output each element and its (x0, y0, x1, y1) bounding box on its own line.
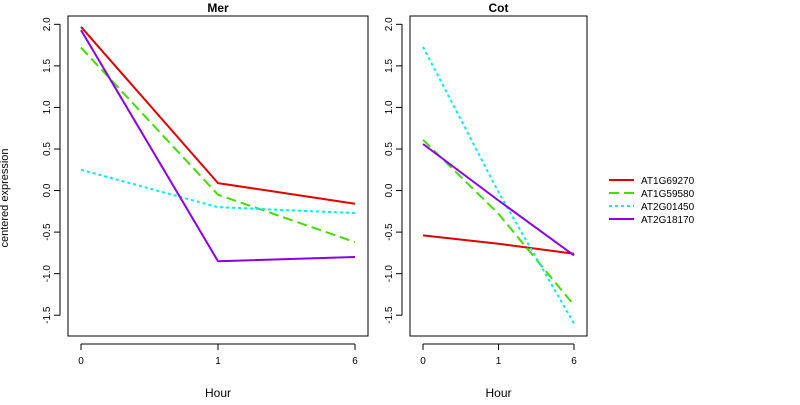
plot-frame (409, 15, 588, 337)
y-tick-label: 0.5 (384, 142, 395, 156)
series-line-at2g01450 (80, 168, 356, 214)
x-axis-label: Hour (485, 386, 511, 400)
y-tick-label: 0.5 (42, 142, 53, 156)
legend-label: AT1G59580 (641, 189, 695, 200)
series-line-at2g18170 (422, 143, 575, 257)
legend-item: AT1G59580 (609, 189, 695, 200)
y-axis: -1.5 -1.0 -0.5 0.0 0.5 1.0 1.5 2.0 (42, 17, 61, 324)
x-tick-label: 0 (420, 356, 426, 367)
panel-title: Mer (207, 1, 229, 15)
y-tick-label: 2.0 (384, 17, 395, 31)
y-axis-label: centered expression (0, 148, 11, 247)
legend-item: AT2G18170 (609, 215, 695, 226)
legend-label: AT2G18170 (641, 215, 695, 226)
y-tick-label: 0.0 (42, 183, 53, 197)
panel-title: Cot (489, 1, 509, 15)
panels-group: Mer-1.5-1.0-0.50.00.51.01.52.00 1 6HourCot… (42, 1, 588, 400)
y-tick-label: 0.0 (384, 183, 395, 197)
series-line-at2g18170 (80, 29, 356, 263)
legend-item: AT1G69270 (609, 176, 695, 187)
x-tick-label: 1 (496, 356, 502, 367)
series-line-at1g59580 (80, 46, 356, 244)
legend-label: AT1G69270 (641, 176, 695, 187)
y-tick-label: 2.0 (42, 17, 53, 31)
panel-cot: Cot -1.5 -1.0 -0.5 0.0 0.5 1.0 1.5 2.0 0 1 6 Hour (384, 1, 588, 400)
series-line-at1g69270 (422, 234, 575, 255)
y-axis: -1.5 -1.0 -0.5 0.0 0.5 1.0 1.5 2.0 (384, 17, 403, 324)
plot-frame (67, 15, 369, 337)
y-tick-label: -1.5 (384, 306, 395, 324)
x-tick-label: 6 (352, 356, 358, 367)
y-tick-label: -1.0 (384, 265, 395, 283)
x-axis-label: Hour (205, 386, 231, 400)
x-tick-label: 0 (78, 356, 84, 367)
y-tick-label: -0.5 (384, 223, 395, 241)
series-line-at2g01450 (422, 46, 575, 324)
x-axis: 0 1 6 (420, 343, 577, 367)
x-axis: 0 1 6 (78, 343, 358, 367)
y-tick-label: 1.5 (42, 58, 53, 72)
x-tick-label: 1 (215, 356, 221, 367)
y-tick-label: -0.5 (42, 223, 53, 241)
panel-mer: Mer -1.5 -1.0 -0.5 0.0 0.5 1.0 1.5 2.0 0 1 6 Hour (42, 1, 369, 400)
y-tick-label: 1.0 (42, 100, 53, 114)
series-line-at1g59580 (422, 139, 575, 306)
legend: AT1G69270 AT1G59580 AT2G01450 AT2G18170 (609, 176, 695, 226)
y-tick-label: -1.5 (42, 306, 53, 324)
y-tick-label: 1.0 (384, 100, 395, 114)
y-tick-label: 1.5 (384, 58, 395, 72)
legend-item: AT2G01450 (609, 202, 695, 213)
x-tick-label: 6 (571, 356, 577, 367)
legend-label: AT2G01450 (641, 202, 695, 213)
y-tick-label: -1.0 (42, 265, 53, 283)
series-line-at1g69270 (80, 26, 356, 205)
